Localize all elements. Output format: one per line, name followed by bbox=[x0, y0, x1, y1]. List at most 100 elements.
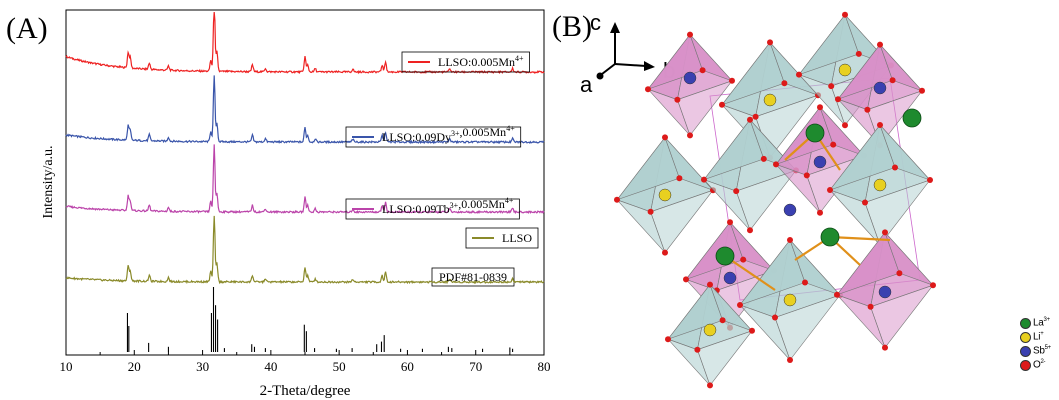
la-o-bond-4 bbox=[724, 255, 776, 291]
oxygen-atom bbox=[830, 141, 837, 148]
reference-label: PDF#81-0839 bbox=[439, 270, 507, 284]
oxygen-atom bbox=[781, 80, 788, 87]
oxygen-atom bbox=[752, 113, 759, 120]
octahedron-0 bbox=[645, 31, 735, 139]
trace-label-3: LLSO bbox=[502, 231, 532, 245]
oxygen-atom bbox=[747, 116, 753, 123]
legend-o-symbol: O bbox=[1033, 359, 1041, 371]
trace-label-box-0 bbox=[401, 51, 530, 73]
la-atom-icon bbox=[1020, 317, 1031, 329]
cation-atom-5 bbox=[783, 203, 797, 217]
la-o-bond-5 bbox=[829, 235, 891, 242]
oxygen-atom bbox=[719, 317, 726, 324]
legend-la-charge: 3+ bbox=[1043, 317, 1051, 324]
trace-labels: LLSO:0.005Mn4+ LLSO:0.09Dy3+,0.005Mn4+ LLS… bbox=[345, 51, 539, 249]
oxygen-atom bbox=[674, 96, 681, 103]
oxygen-atom bbox=[687, 132, 693, 139]
oxygen-atom bbox=[699, 67, 706, 74]
oxygen-atom bbox=[892, 164, 898, 171]
li-atom-icon bbox=[1020, 331, 1031, 343]
oxygen-atom bbox=[767, 39, 773, 46]
trace-label-box-1 bbox=[345, 126, 522, 148]
axis-label-c: c bbox=[590, 10, 601, 35]
oxygen-atom bbox=[683, 276, 689, 283]
o-atom-icon bbox=[1020, 359, 1031, 371]
oxygen-atom bbox=[727, 219, 733, 226]
legend-row-sb: Sb5+ bbox=[1020, 344, 1059, 358]
oxygen-atom bbox=[882, 344, 888, 351]
legend-row-la: La3+ bbox=[1020, 316, 1059, 330]
octahedron-5 bbox=[701, 116, 799, 234]
oxygen-atom bbox=[687, 31, 693, 38]
x-tick-label-5: 60 bbox=[401, 359, 414, 374]
oxygen-atom bbox=[707, 281, 713, 288]
oxygen-atom bbox=[676, 175, 683, 182]
trace-label-box-2 bbox=[345, 198, 520, 220]
species-legend: La3+ Li+ Sb5+ O2- bbox=[1020, 316, 1059, 372]
oxygen-atom bbox=[733, 188, 740, 195]
sb-atom-icon bbox=[1020, 345, 1031, 357]
oxygen-atom bbox=[760, 155, 767, 162]
oxygen-atom bbox=[919, 87, 925, 94]
oxygen-atom bbox=[842, 122, 848, 129]
octahedron-9 bbox=[737, 237, 843, 363]
legend-row-o: O2- bbox=[1020, 358, 1059, 372]
oxygen-atom bbox=[740, 256, 747, 263]
legend-row-li: Li+ bbox=[1020, 330, 1059, 344]
a-axis-dot-icon bbox=[596, 72, 604, 80]
x-tick-label-0: 10 bbox=[60, 359, 73, 374]
xrd-trace-1 bbox=[65, 75, 545, 145]
oxygen-atom bbox=[927, 177, 933, 183]
oxygen-atom bbox=[662, 134, 668, 141]
lanthanum-atom-0 bbox=[805, 123, 825, 143]
oxygen-atom bbox=[802, 279, 808, 286]
oxygen-atom bbox=[773, 161, 779, 168]
xrd-series-group bbox=[65, 11, 545, 285]
trace-label-1: LLSO:0.09Dy3+,0.005Mn4+ bbox=[382, 124, 515, 144]
trace-label-box-3 bbox=[465, 227, 539, 249]
cation-atom-3 bbox=[723, 271, 737, 285]
oxygen-atom bbox=[729, 77, 735, 84]
xrd-trace-2 bbox=[65, 144, 545, 215]
oxygen-atom bbox=[896, 270, 903, 277]
oxygen-atom bbox=[867, 303, 874, 310]
oxygen-atom bbox=[828, 83, 835, 90]
x-tick-label-6: 70 bbox=[469, 359, 482, 374]
oxygen-atom bbox=[719, 101, 725, 108]
x-tick-label-7: 80 bbox=[538, 359, 551, 374]
b-arrow-icon bbox=[644, 61, 655, 71]
oxygen-atom bbox=[645, 86, 651, 93]
octahedron-7 bbox=[827, 122, 933, 248]
oxygen-atom bbox=[662, 249, 668, 256]
x-axis-title: 2-Theta/degree bbox=[260, 383, 351, 399]
cation-atom-0 bbox=[683, 71, 697, 85]
oxygen-atom bbox=[862, 199, 868, 206]
lanthanum-atom-3 bbox=[715, 246, 735, 266]
x-tick-label-1: 20 bbox=[128, 359, 141, 374]
xrd-trace-3 bbox=[65, 215, 545, 285]
oxygen-atom bbox=[614, 196, 620, 203]
x-tick-label-4: 50 bbox=[333, 359, 346, 374]
oxygen-atom bbox=[855, 50, 862, 57]
oxygen-atom bbox=[747, 227, 753, 234]
trace-label-2: LLSO:0.09Tb3+,0.005Mn4+ bbox=[382, 196, 514, 216]
oxygen-atom bbox=[665, 336, 671, 343]
oxygen-atom bbox=[694, 346, 701, 353]
lanthanum-atom-2 bbox=[820, 227, 840, 247]
oxygen-atom bbox=[796, 71, 802, 78]
reference-label-box bbox=[431, 267, 515, 287]
cation-atom-4 bbox=[878, 285, 892, 299]
legend-sb-symbol: Sb bbox=[1033, 345, 1045, 357]
y-axis-title: Intensity/a.u. bbox=[41, 145, 56, 218]
cation-atom-11 bbox=[703, 323, 717, 337]
crystal-structure: c b a bbox=[580, 10, 936, 389]
cation-atom-9 bbox=[783, 293, 797, 307]
legend-la-symbol: La bbox=[1033, 317, 1044, 329]
x-tick-label-3: 40 bbox=[264, 359, 277, 374]
oxygen-atom bbox=[647, 208, 654, 215]
cation-atom-8 bbox=[873, 178, 887, 192]
oxygen-atom bbox=[772, 314, 778, 321]
polyhedra-model bbox=[614, 11, 936, 389]
oxygen-atom bbox=[930, 282, 936, 289]
legend-sb-charge: 5+ bbox=[1044, 345, 1052, 352]
